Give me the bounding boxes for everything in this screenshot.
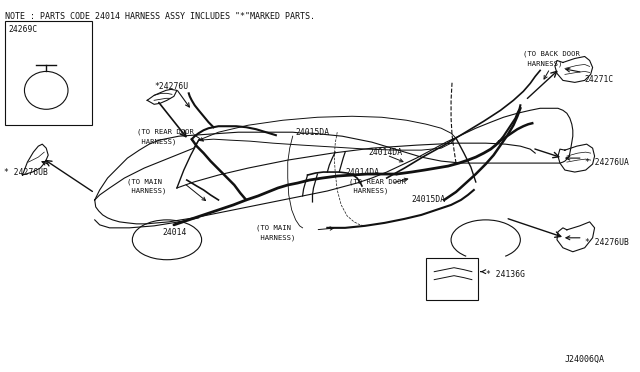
Text: HARNESS): HARNESS) [138, 138, 177, 145]
Text: HARNESS): HARNESS) [127, 188, 167, 195]
Text: * 24276UB: * 24276UB [585, 238, 628, 247]
Text: 24014DA: 24014DA [345, 168, 380, 177]
Bar [426, 258, 478, 299]
Text: * 24276UB: * 24276UB [4, 168, 47, 177]
Text: HARNESS): HARNESS) [524, 61, 563, 67]
Text: 24269C: 24269C [8, 25, 38, 33]
Text: (TO BACK DOOR: (TO BACK DOOR [524, 51, 580, 57]
Text: *24276U: *24276U [154, 82, 188, 92]
Text: * 24136G: * 24136G [486, 270, 525, 279]
Text: J24006QA: J24006QA [564, 355, 605, 364]
Text: HARNESS): HARNESS) [256, 235, 296, 241]
Ellipse shape [24, 71, 68, 109]
Bar [4, 20, 92, 125]
Text: 24271C: 24271C [585, 76, 614, 84]
Text: (TO MAIN: (TO MAIN [127, 178, 163, 185]
Text: (TO MAIN: (TO MAIN [256, 225, 291, 231]
Text: 24015DA: 24015DA [412, 195, 445, 204]
Text: 24014: 24014 [162, 228, 186, 237]
Text: 24015DA: 24015DA [296, 128, 330, 137]
Text: 24014DA: 24014DA [369, 148, 403, 157]
Text: * 24276UA: * 24276UA [585, 158, 628, 167]
Text: NOTE : PARTS CODE 24014 HARNESS ASSY INCLUDES "*"MARKED PARTS.: NOTE : PARTS CODE 24014 HARNESS ASSY INC… [4, 12, 315, 21]
Text: (TO REAR DOOR: (TO REAR DOOR [138, 128, 194, 135]
Text: (TO REAR DOOR: (TO REAR DOOR [349, 178, 406, 185]
Text: HARNESS): HARNESS) [349, 188, 388, 195]
